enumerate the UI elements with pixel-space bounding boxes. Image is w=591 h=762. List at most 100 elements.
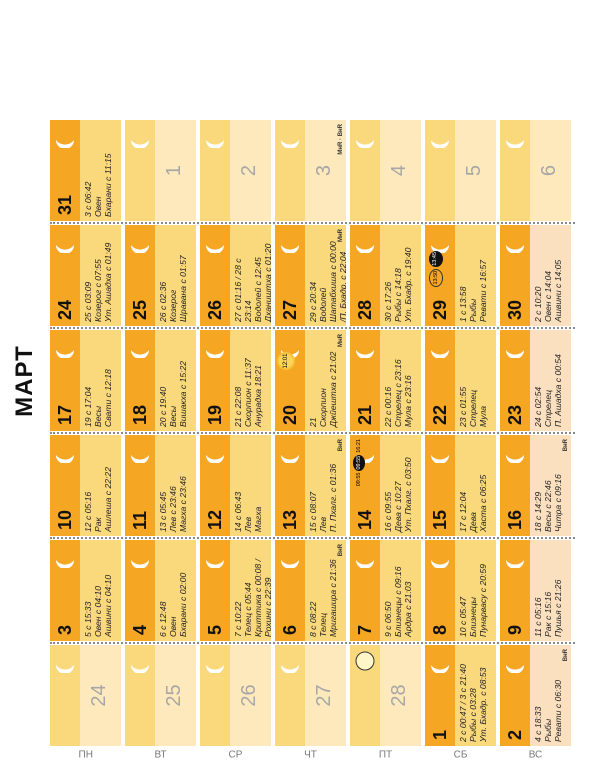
day-cell[interactable]: 4 [350,120,421,221]
day-cell[interactable]: 27 29 с 20:34 Водолей Шатабхиша с 00:00/П. … [275,225,346,326]
day-cell[interactable]: 28 30 с 17:26 Рыбы с 14:18 Ут. Бхадр. с 19:… [350,225,421,326]
day-cell[interactable]: 28 [350,645,421,746]
crescent-moon-icon [431,140,449,148]
day-cell[interactable]: 2 [200,120,271,221]
day-note-line: 29 с 20:34 [308,281,318,322]
day-cell[interactable]: 5 7 с 10:22 Телец с 05:44 Криттика с 00:08 … [200,540,271,641]
day-number: 25 [129,299,150,320]
day-note-line: Ашвини с 04:10 [103,574,113,637]
adjacent-month-day-number: 25 [163,684,185,707]
day-cell[interactable]: 15 17 с 12:04 Дева Хаста с 06:25 [425,435,496,536]
crescent-moon-icon [356,245,374,253]
day-note-line: 11 с 05:16 [533,597,543,638]
weekday-header-4: ЧТ [304,749,317,761]
day-cell[interactable]: 10 12 с 05:16 Рак Ашлеша с 22:22 [50,435,121,536]
day-cell[interactable]: 22 23 с 01:55 Стрелец Мула [425,330,496,431]
eclipse-time: 13:45 [429,251,443,267]
day-note-line: 22 с 00:16 [383,386,393,427]
day-number: 2 [504,729,525,740]
day-cell[interactable]: 3 5 с 15:33 Овен с 04:10 Ашвини с 04:10 [50,540,121,641]
day-note-line: П. Ашадха с 00:54 [553,354,563,427]
day-note-line: 12 с 05:16 [83,491,93,532]
day-notes: 12 с 05:16 Рак Ашлеша с 22:22 [83,437,113,532]
day-cell[interactable]: 12 14 с 06:43 Лев Магха [200,435,271,536]
day-cell[interactable]: 23 24 с 02:54 Стрелец П. Ашадха с 00:54 [500,330,571,431]
day-cell[interactable]: 29 1 с 13:58 Рыбы Ревати с 16:57 13:50 13:45 [425,225,496,326]
day-cell[interactable]: 30 2 с 10:20 Овен с 14:04 Ашвини с 14:05 [500,225,571,326]
day-number: 23 [504,404,525,425]
day-cell[interactable]: 8 10 с 05:47 Близнецы Пунарвасу с 20:59 [425,540,496,641]
day-note-line: Скорпион [318,388,328,427]
crescent-moon-icon [56,140,74,148]
day-cell[interactable]: 21 22 с 00:16 Стрелец с 23:16 Мула с 23:16 [350,330,421,431]
day-cell[interactable]: 26 [200,645,271,746]
day-cell[interactable]: 24 [50,645,121,746]
day-number: 29 [429,299,450,320]
day-notes: 5 с 15:33 Овен с 04:10 Ашвини с 04:10 [83,542,113,637]
day-cell[interactable]: 25 26 с 02:36 Козерог Шравана с 01:57 [125,225,196,326]
weekday-header-1: ПН [78,749,93,761]
day-cell[interactable]: 9 11 с 05:16 Рак с 15:16 Пушья с 21:26 [500,540,571,641]
day-number: 9 [504,624,525,635]
day-note-line: 20 с 19:40 [158,386,168,427]
day-cell[interactable]: 14 16 с 09:55 Дева с 10:27 Ут. Пхалг. с 03:… [350,435,421,536]
day-note-line: Овен [93,196,103,218]
day-number: 11 [129,510,150,530]
crescent-moon-icon [206,350,224,358]
retro-badge: МнR · ВнR [338,124,344,155]
day-cell[interactable]: 11 13 с 05:45 Лев с 23:46 Магха с 23:46 [125,435,196,536]
day-note-line: 21 с 22:08 [233,386,243,427]
crescent-moon-icon [206,455,224,463]
day-cell[interactable]: 5 [425,120,496,221]
day-cell[interactable]: 27 [275,645,346,746]
day-header-band [350,120,380,221]
day-cell[interactable]: 17 19 с 17:04 Весы Свати с 12:18 [50,330,121,431]
adjacent-month-day-number: 1 [163,164,185,177]
day-note-line: Ревати с 16:57 [478,259,488,322]
day-cell[interactable]: 24 25 с 03:09 Козерог с 07:55 Ут. Ашадха с … [50,225,121,326]
adjacent-month-day-number: 24 [88,684,110,707]
day-cell[interactable]: 1 [125,120,196,221]
day-notes: 7 с 10:22 Телец с 05:44 Криттика с 00:08 /… [233,542,271,637]
day-notes: 20 с 19:40 Весы Вишакха с 15:22 [158,332,188,427]
crescent-moon-icon [56,455,74,463]
day-header-band: 3 [50,540,80,641]
day-cell[interactable]: 13 15 с 08:07 Лев П. Пхалг. с 01:36 ВнR [275,435,346,536]
day-cell[interactable]: 18 20 с 19:40 Весы Вишакха с 15:22 [125,330,196,431]
day-cell[interactable]: 6 [500,120,571,221]
day-cell[interactable]: 7 9 с 06:50 Близнецы с 09:16 Ардра с 21:03 [350,540,421,641]
day-notes: 3 с 06:42 Овен Бхарани с 11:15 [83,122,113,217]
day-cell[interactable]: 16 18 с 14:29 Весы с 22:46 Читра с 09:16 ВнR [500,435,571,536]
day-cell[interactable]: 31 3 с 06:42 Овен Бхарани с 11:15 [50,120,121,221]
day-cell[interactable]: 20 21 Скорпион Джйештха с 21:02 МнR 12:01 [275,330,346,431]
day-cell[interactable]: 3 МнR · ВнR [275,120,346,221]
crescent-moon-icon [506,350,524,358]
day-cell[interactable]: 26 27 с 01:16 / 28 с 23:14 Водолей с 12:45 Д… [200,225,271,326]
day-header-band: 22 [425,330,455,431]
day-cell[interactable]: 19 21 с 22:08 Скорпион с 11:37 Анурадха 18:… [200,330,271,431]
day-note-line: 8 с 08:22 [308,601,318,637]
day-number: 15 [429,509,450,530]
day-note-line: Ардра с 21:03 [403,581,413,637]
crescent-moon-icon [56,665,74,673]
day-note-line: 2 с 00:47 / 3 с 21:40 [458,664,468,742]
day-note-line: 1 с 13:58 [458,286,468,322]
day-number: 12 [204,509,225,530]
day-note-line: 26 с 02:36 [158,281,168,322]
crescent-moon-icon [131,245,149,253]
crescent-moon-icon [281,665,299,673]
adjacent-month-day-number: 3 [313,164,335,177]
day-number: 6 [279,624,300,635]
day-note-line: Ревати с 06:30 [553,679,563,742]
day-header-band: 9 [500,540,530,641]
day-cell[interactable]: 4 6 с 12:48 Овен Бхарани с 02:00 [125,540,196,641]
day-cell[interactable]: 6 8 с 08:22 Телец Мригашира с 21:36 ВнR [275,540,346,641]
day-number: 1 [429,729,450,740]
day-cell[interactable]: 1 2 с 00:47 / 3 с 21:40 Рыбы с 03:28 Ут. Бх… [425,645,496,746]
day-cell[interactable]: 25 [125,645,196,746]
day-note-line: 7 с 10:22 [233,601,243,637]
day-header-band [125,120,155,221]
weekday-header-6: СБ [453,749,468,761]
